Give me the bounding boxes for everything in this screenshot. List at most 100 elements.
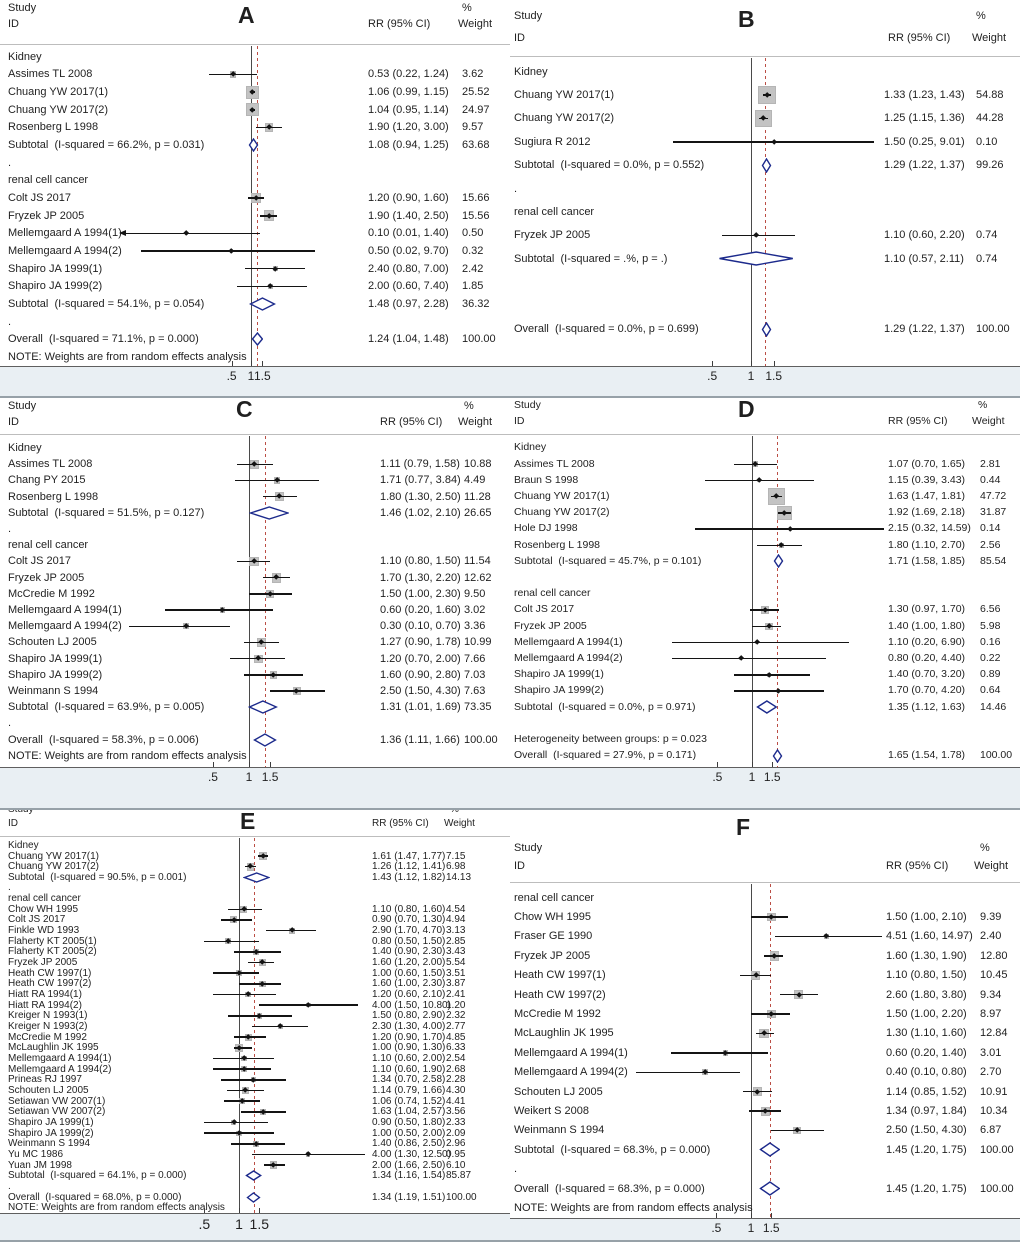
study-row: Rosenberg L 1998 1.90 (1.20, 3.00) 9.57 [0, 119, 510, 137]
weight-value: 6.98 [446, 861, 466, 873]
panel-letter: C [236, 398, 253, 422]
weight-value: 0.74 [976, 252, 998, 265]
rr-value: 1.40 (0.90, 2.30) [372, 946, 446, 958]
rr-value: 1.40 (1.00, 1.80) [888, 619, 966, 632]
study-row: Chang PY 2015 1.71 (0.77, 3.84) 4.49 [0, 472, 510, 488]
study-row: Chow WH 1995 1.50 (1.00, 2.10) 9.39 [510, 907, 1020, 926]
weight-value: 4.54 [446, 903, 466, 915]
weight-value: 0.64 [980, 684, 1001, 697]
group-label: renal cell cancer [514, 891, 595, 904]
column-header-weight: Weight [974, 860, 1009, 872]
study-row: Fryzek JP 2005 1.60 (1.20, 2.00) 5.54 [0, 957, 510, 968]
rr-value: 1.40 (0.86, 2.50) [372, 1138, 446, 1150]
axis-strip [0, 767, 510, 810]
weight-value: 11.28 [464, 490, 491, 503]
pooled-diamond [248, 138, 259, 153]
study-label: Rosenberg L 1998 [8, 121, 99, 134]
weight-value: 47.72 [980, 489, 1007, 502]
axis-tick [259, 1208, 261, 1213]
rr-value: 1.29 (1.22, 1.37) [884, 159, 965, 172]
axis-tick [712, 361, 714, 366]
spacer-dot: . [8, 717, 12, 730]
axis-tick [239, 1208, 240, 1213]
study-label: Weinmann S 1994 [8, 685, 99, 698]
group-row: renal cell cancer [0, 537, 510, 553]
study-label: Assimes TL 2008 [8, 68, 93, 81]
study-row: Fraser GE 1990 4.51 (1.60, 14.97) 2.40 [510, 927, 1020, 946]
study-row: Setiawan VW 2007(2) 1.63 (1.04, 2.57) 3.56 [0, 1106, 510, 1117]
study-label: Assimes TL 2008 [514, 457, 595, 470]
column-header-rr: RR (95% CI) [380, 416, 443, 428]
null-line [751, 884, 753, 1218]
rr-value: 1.29 (1.22, 1.37) [884, 323, 965, 336]
rr-value: 1.00 (0.50, 2.00) [372, 1127, 446, 1139]
note-text: NOTE: Weights are from random effects an… [8, 1202, 225, 1214]
weight-value: 3.01 [980, 1046, 1002, 1059]
axis-tick [751, 1213, 752, 1218]
study-label: Shapiro JA 1999(2) [8, 1127, 94, 1139]
ci-line [233, 1047, 253, 1049]
pooled-diamond [253, 732, 277, 747]
rr-value: 1.34 (1.16, 1.54) [372, 1170, 446, 1182]
column-header-id: ID [514, 32, 525, 44]
study-label: Chuang YW 2017(2) [514, 112, 615, 125]
study-row: Mellemgaard A 1994(1) 0.10 (0.01, 1.40) 0.… [0, 225, 510, 243]
weight-value: 15.56 [462, 209, 490, 222]
study-row: McCredie M 1992 1.20 (0.90, 1.70) 4.85 [0, 1032, 510, 1043]
subtotal-label: Subtotal (I-squared = 51.5%, p = 0.127) [8, 506, 205, 519]
ci-line [213, 993, 277, 996]
weight-value: 26.65 [464, 506, 492, 519]
header-rule [510, 434, 1020, 435]
rr-value: 0.50 (0.02, 9.70) [368, 245, 449, 258]
axis-line [0, 1213, 510, 1214]
study-label: Schouten LJ 2005 [8, 1085, 89, 1097]
study-label: Mellemgaard A 1994(2) [514, 651, 623, 664]
weight-value: 2.81 [980, 457, 1001, 470]
rr-value: 2.40 (0.80, 7.00) [368, 262, 449, 275]
rr-value: 1.20 (0.90, 1.60) [368, 192, 449, 205]
axis-tick-label: 1 [247, 369, 255, 383]
weight-value: 0.16 [980, 635, 1001, 648]
study-row: Heath CW 1997(1) 1.10 (0.80, 1.50) 10.45 [510, 966, 1020, 985]
weight-value: 11.54 [464, 555, 491, 568]
column-header-rr: RR (95% CI) [372, 818, 429, 829]
forest-panel-D: Study ID D% RR (95% CI) Weight Kidney Assimes … [510, 398, 1020, 810]
rr-value: 1.20 (0.70, 2.00) [380, 652, 461, 665]
weight-value: 100.00 [980, 1182, 1014, 1195]
weight-value: 10.45 [980, 969, 1008, 982]
study-label: Kreiger N 1993(2) [8, 1021, 88, 1033]
study-label: McCredie M 1992 [8, 1031, 87, 1043]
axis-tick-label: .5 [707, 369, 718, 383]
weight-value: 73.35 [464, 701, 492, 714]
rr-value: 0.60 (0.20, 1.40) [886, 1046, 967, 1059]
rr-value: 0.30 (0.10, 0.70) [380, 620, 461, 633]
weight-value: 3.02 [464, 604, 486, 617]
study-row: McCredie M 1992 1.50 (1.00, 2.20) 8.97 [510, 1004, 1020, 1023]
study-row: Shapiro JA 1999(2) 1.00 (0.50, 2.00) 2.09 [0, 1128, 510, 1139]
subtotal-row: Subtotal (I-squared = 54.1%, p = 0.054) 1… [0, 295, 510, 313]
study-label: Finkle WD 1993 [8, 925, 80, 937]
rr-value: 1.24 (1.04, 1.48) [368, 333, 449, 346]
weight-value: 100.00 [446, 1191, 477, 1203]
study-label: Braun S 1998 [514, 473, 579, 486]
study-row: McCredie M 1992 1.50 (1.00, 2.30) 9.50 [0, 586, 510, 602]
column-header-study: Study [514, 842, 543, 854]
study-label: Chuang YW 2017(1) [514, 489, 610, 502]
study-row: Chuang YW 2017(2) 1.92 (1.69, 2.18) 31.87 [510, 505, 1020, 521]
study-row: Heath CW 1997(2) 1.60 (1.00, 2.30) 3.87 [0, 978, 510, 989]
study-row: Weinmann S 1994 2.50 (1.50, 4.30) 6.87 [510, 1121, 1020, 1140]
study-row: Flaherty KT 2005(2) 1.40 (0.90, 2.30) 3.43 [0, 946, 510, 958]
study-label: Mellemgaard A 1994(1) [8, 604, 122, 617]
study-row: Shapiro JA 1999(1) 1.40 (0.70, 3.20) 0.89 [510, 667, 1020, 683]
subtotal-row: Subtotal (I-squared = 63.9%, p = 0.005) 1… [0, 699, 510, 715]
study-label: Colt JS 2017 [514, 603, 575, 616]
column-header-weight: Weight [458, 18, 493, 30]
null-line [251, 46, 253, 366]
study-label: Chuang YW 2017(1) [8, 850, 99, 862]
study-row: Schouten LJ 2005 1.14 (0.79, 1.66) 4.30 [0, 1085, 510, 1096]
rr-value: 0.40 (0.10, 0.80) [886, 1066, 967, 1079]
spacer-dot: . [514, 182, 518, 195]
note-row: NOTE: Weights are from random effects an… [510, 1198, 1020, 1217]
subtotal-row: Subtotal (I-squared = 0.0%, p = 0.552) 1.… [510, 154, 1020, 177]
